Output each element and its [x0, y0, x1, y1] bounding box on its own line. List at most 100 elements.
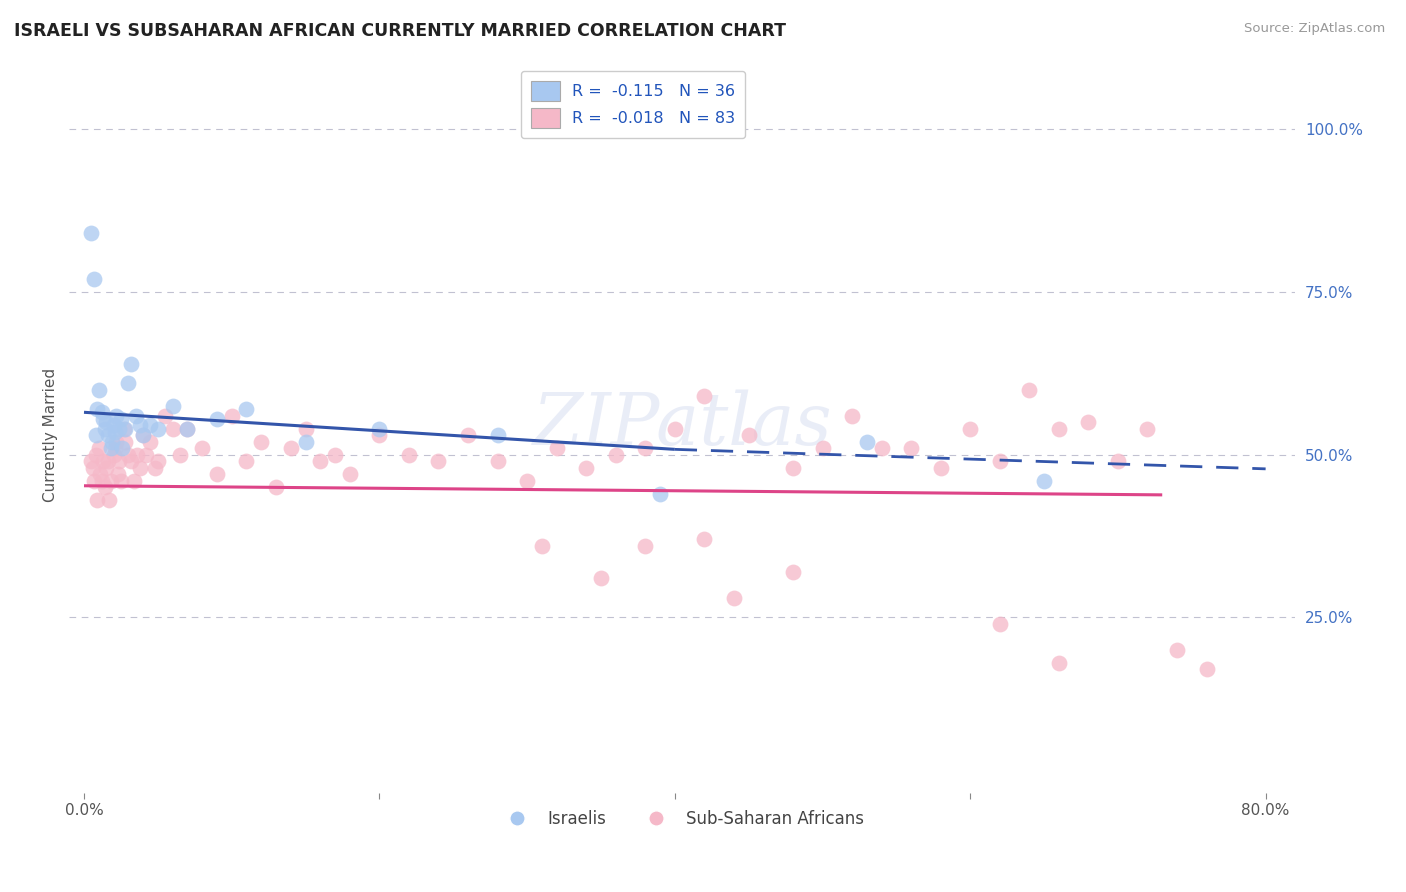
Point: [457, 428, 479, 442]
Point: [127, 448, 149, 462]
Point: [929, 460, 952, 475]
Point: [250, 434, 273, 449]
Point: [117, 448, 139, 462]
Point: [105, 434, 128, 449]
Point: [856, 434, 879, 449]
Point: [96, 460, 118, 475]
Point: [1047, 656, 1070, 670]
Point: [737, 428, 759, 442]
Point: [634, 441, 657, 455]
Point: [294, 421, 316, 435]
Point: [1107, 454, 1129, 468]
Point: [959, 421, 981, 435]
Point: [648, 486, 671, 500]
Point: [1047, 421, 1070, 435]
Text: Source: ZipAtlas.com: Source: ZipAtlas.com: [1244, 22, 1385, 36]
Point: [114, 434, 136, 449]
Point: [132, 428, 155, 442]
Point: [988, 616, 1011, 631]
Point: [870, 441, 893, 455]
Point: [110, 474, 132, 488]
Point: [191, 441, 214, 455]
Point: [100, 441, 122, 455]
Point: [309, 454, 332, 468]
Point: [486, 428, 509, 442]
Point: [486, 454, 509, 468]
Point: [155, 409, 177, 423]
Point: [117, 376, 139, 390]
Legend: Israelis, Sub-Saharan Africans: Israelis, Sub-Saharan Africans: [494, 803, 870, 834]
Point: [1136, 421, 1159, 435]
Point: [139, 418, 162, 433]
Point: [235, 402, 257, 417]
Point: [83, 272, 105, 286]
Point: [87, 441, 110, 455]
Point: [782, 460, 804, 475]
Point: [91, 411, 114, 425]
Point: [120, 454, 142, 468]
Point: [82, 460, 104, 475]
Point: [90, 405, 112, 419]
Point: [104, 441, 127, 455]
Point: [110, 411, 132, 425]
Point: [841, 409, 863, 423]
Point: [811, 441, 834, 455]
Point: [132, 428, 155, 442]
Point: [264, 480, 287, 494]
Point: [90, 474, 112, 488]
Point: [294, 434, 316, 449]
Point: [339, 467, 361, 481]
Point: [1077, 415, 1099, 429]
Point: [664, 421, 686, 435]
Point: [103, 418, 125, 433]
Point: [169, 448, 191, 462]
Point: [135, 448, 157, 462]
Point: [91, 454, 114, 468]
Point: [146, 454, 169, 468]
Point: [129, 460, 152, 475]
Point: [96, 415, 118, 429]
Point: [235, 454, 257, 468]
Point: [634, 539, 657, 553]
Text: ISRAELI VS SUBSAHARAN AFRICAN CURRENTLY MARRIED CORRELATION CHART: ISRAELI VS SUBSAHARAN AFRICAN CURRENTLY …: [14, 22, 786, 40]
Point: [988, 454, 1011, 468]
Point: [139, 434, 162, 449]
Point: [101, 434, 124, 449]
Point: [516, 474, 538, 488]
Point: [368, 428, 391, 442]
Point: [89, 467, 111, 481]
Point: [398, 448, 420, 462]
Point: [103, 448, 125, 462]
Point: [100, 474, 122, 488]
Point: [86, 402, 108, 417]
Point: [1166, 642, 1188, 657]
Point: [112, 421, 135, 435]
Point: [122, 474, 145, 488]
Point: [93, 480, 115, 494]
Point: [575, 460, 598, 475]
Point: [97, 428, 120, 442]
Point: [84, 448, 107, 462]
Point: [86, 493, 108, 508]
Point: [427, 454, 450, 468]
Point: [108, 454, 131, 468]
Point: [693, 389, 716, 403]
Text: ZIPatlas: ZIPatlas: [533, 389, 832, 459]
Point: [530, 539, 553, 553]
Point: [125, 409, 148, 423]
Point: [723, 591, 745, 605]
Y-axis label: Currently Married: Currently Married: [44, 368, 58, 502]
Point: [143, 460, 166, 475]
Point: [782, 565, 804, 579]
Point: [83, 474, 105, 488]
Point: [205, 467, 228, 481]
Point: [205, 411, 228, 425]
Point: [97, 454, 120, 468]
Point: [546, 441, 568, 455]
Point: [162, 421, 184, 435]
Point: [589, 571, 612, 585]
Point: [120, 357, 142, 371]
Point: [280, 441, 302, 455]
Point: [162, 399, 184, 413]
Point: [107, 467, 129, 481]
